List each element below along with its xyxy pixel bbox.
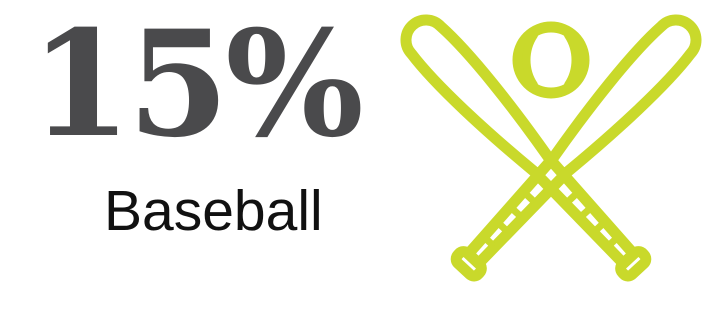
baseball-bats-and-ball-icon [400, 8, 702, 328]
sport-label: Baseball [104, 179, 323, 243]
baseball-icon [512, 21, 590, 99]
bat-right-icon [450, 14, 702, 282]
bat-left-icon [400, 14, 652, 282]
percent-value: 15% [30, 0, 364, 170]
